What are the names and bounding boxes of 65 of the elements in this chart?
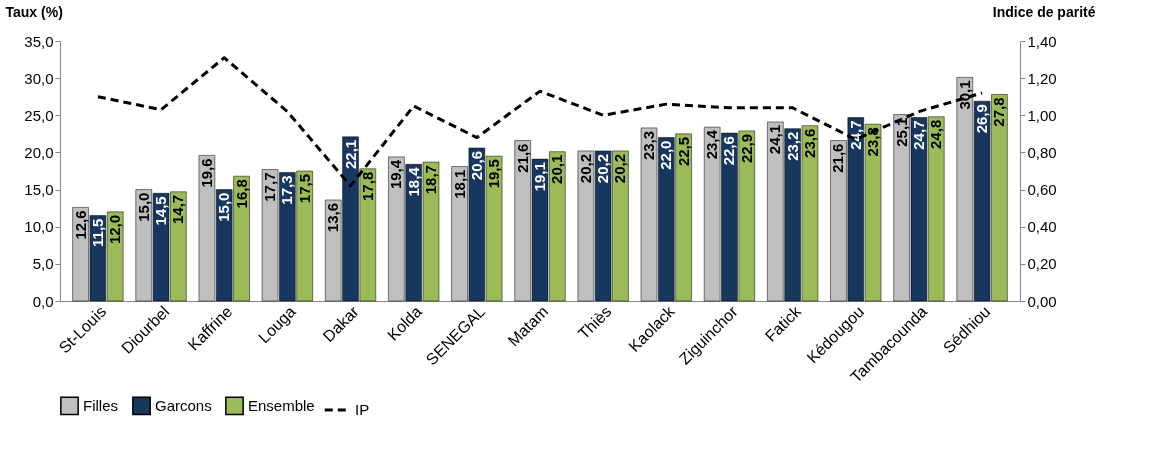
data-label: 20,2 — [576, 153, 594, 184]
data-label: 22,6 — [720, 136, 738, 166]
data-label: 12,0 — [106, 214, 124, 245]
y2-tick-label: 0,60 — [1027, 181, 1057, 199]
y-tick-label: 20,0 — [24, 143, 54, 161]
data-label: 11,5 — [88, 218, 106, 247]
data-label: 20,2 — [594, 153, 612, 184]
data-label: 18,7 — [421, 165, 439, 195]
legend-label: IP — [355, 401, 370, 418]
data-label: 23,2 — [783, 131, 801, 161]
data-label: 21,6 — [829, 143, 847, 173]
data-label: 14,7 — [169, 194, 187, 224]
data-label: 12,6 — [71, 210, 89, 240]
data-label: 16,8 — [232, 179, 250, 209]
y2-tick-label: 1,00 — [1027, 106, 1057, 124]
y2-tick-label: 1,40 — [1027, 32, 1057, 50]
data-label: 24,8 — [927, 119, 945, 149]
data-label: 15,0 — [134, 192, 152, 222]
data-label: 23,4 — [703, 129, 721, 160]
y2-axis-title: Indice de parité — [992, 3, 1096, 20]
y2-tick-label: 0,80 — [1027, 143, 1057, 161]
data-label: 19,6 — [197, 158, 215, 188]
data-label: 17,8 — [358, 171, 376, 201]
data-label: 22,1 — [341, 139, 359, 170]
data-label: 25,1 — [892, 117, 910, 147]
y2-tick-label: 0,20 — [1027, 255, 1057, 273]
data-label: 17,7 — [261, 172, 279, 202]
y-axis-title: Taux (%) — [5, 3, 63, 20]
y-tick-label: 10,0 — [24, 218, 54, 236]
data-label: 18,1 — [450, 169, 468, 199]
data-label: 20,6 — [467, 150, 485, 181]
y-tick-label: 0,0 — [32, 292, 54, 310]
data-label: 15,0 — [215, 192, 233, 222]
y2-tick-label: 0,40 — [1027, 218, 1057, 236]
y-tick-label: 35,0 — [24, 32, 54, 50]
data-label: 20,2 — [611, 153, 629, 184]
y-tick-label: 30,0 — [24, 69, 54, 87]
data-label: 19,5 — [485, 159, 503, 189]
data-label: 23,3 — [640, 130, 658, 161]
y2-tick-label: 0,00 — [1027, 292, 1057, 310]
data-label: 20,1 — [548, 154, 566, 184]
data-label: 13,6 — [324, 202, 342, 233]
data-label: 17,5 — [295, 174, 313, 204]
data-label: 19,1 — [531, 162, 548, 192]
data-label: 22,5 — [674, 136, 692, 167]
y2-tick-label: 1,20 — [1027, 69, 1057, 87]
data-label: 21,6 — [513, 143, 531, 173]
data-label: 22,0 — [657, 140, 675, 170]
data-label: 22,9 — [737, 133, 755, 164]
data-label: 27,8 — [990, 97, 1008, 127]
data-label: 24,7 — [846, 120, 864, 150]
y-tick-label: 25,0 — [24, 106, 54, 124]
data-label: 24,1 — [766, 124, 784, 155]
y-tick-label: 5,0 — [32, 255, 54, 273]
data-label: 14,5 — [152, 196, 170, 226]
data-label: 17,3 — [278, 175, 296, 205]
data-label: 18,4 — [404, 166, 422, 197]
data-label: 19,4 — [387, 159, 405, 190]
legend-label: Ensemble — [248, 396, 315, 414]
legend-label: Filles — [83, 396, 119, 414]
data-label: 26,9 — [973, 104, 991, 134]
legend-label: Garcons — [155, 396, 212, 414]
data-label: 23,6 — [800, 128, 818, 158]
data-label: 24,7 — [909, 120, 927, 150]
y-tick-label: 15,0 — [24, 181, 54, 199]
